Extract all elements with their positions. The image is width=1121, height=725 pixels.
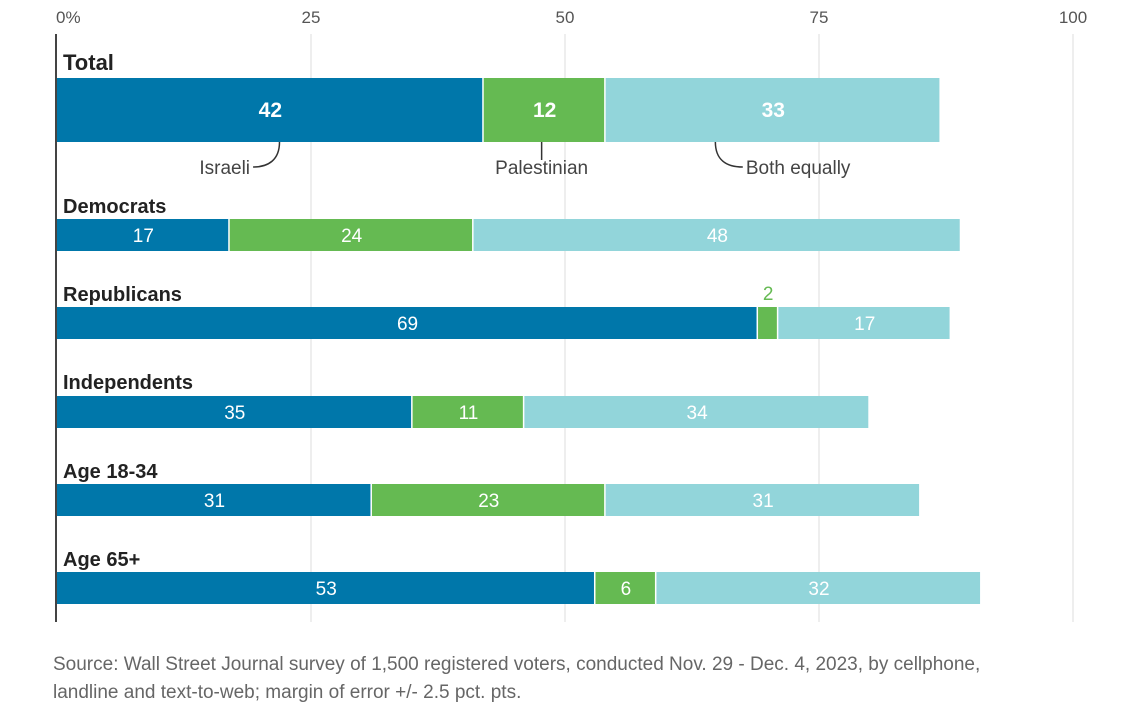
- data-label: 69: [397, 314, 418, 335]
- source-note: Source: Wall Street Journal survey of 1,…: [53, 651, 1093, 707]
- bar-segment: [57, 78, 483, 142]
- data-label: 17: [133, 226, 154, 247]
- x-tick-label: 50: [556, 8, 575, 27]
- legend-leader-line: [714, 141, 743, 168]
- data-label: 53: [316, 579, 337, 600]
- bar-segment: [524, 396, 869, 428]
- data-label: 48: [707, 226, 728, 247]
- bar-segment: [57, 219, 229, 251]
- data-label: 17: [854, 314, 875, 335]
- data-label: 11: [459, 403, 479, 424]
- source-note-line-1: Source: Wall Street Journal survey of 1,…: [53, 654, 981, 675]
- bar-segment: [778, 307, 950, 339]
- data-label: 31: [204, 491, 225, 512]
- bar-segment: [473, 219, 960, 251]
- bar-segment: [229, 219, 473, 251]
- bar-segment: [656, 572, 981, 604]
- category-label: Democrats: [63, 196, 166, 218]
- bar-segment: [758, 307, 777, 339]
- x-tick-label: 75: [810, 8, 829, 27]
- category-label: Republicans: [63, 284, 182, 306]
- bar-segment: [57, 307, 757, 339]
- bar-segment: [57, 396, 412, 428]
- bar-segment: [605, 484, 920, 516]
- data-label: 31: [753, 491, 774, 512]
- stacked-bar-chart: 0% 25 50 75 100 42 12 33 17 24 48 69 2 17 35 11 34 31 23 3…: [55, 8, 1087, 622]
- bar-segment: [57, 572, 594, 604]
- data-label: 33: [762, 99, 785, 122]
- data-label: 34: [687, 403, 709, 424]
- source-note-line-2: landline and text-to-web; margin of erro…: [53, 682, 522, 703]
- data-label: 24: [341, 226, 363, 247]
- category-labels: Total Democrats Republicans Independents Age…: [63, 50, 193, 571]
- x-tick-label: 100: [1059, 8, 1087, 27]
- bar-segment: [371, 484, 605, 516]
- data-label: 35: [224, 403, 245, 424]
- inline-legend: Israeli Palestinian Both equally: [199, 141, 851, 179]
- legend-label: Palestinian: [495, 158, 588, 179]
- category-label: Independents: [63, 372, 193, 394]
- bar-segment: [595, 572, 655, 604]
- bars: 42 12 33 17 24 48 69 2 17 35 11 34 31 23 31 53 6 32: [57, 78, 981, 604]
- category-label: Age 18-34: [63, 461, 158, 483]
- x-tick-label: 0%: [56, 8, 81, 27]
- data-label: 6: [621, 579, 632, 600]
- category-label: Age 65+: [63, 549, 140, 571]
- bar-segment: [605, 78, 940, 142]
- data-label: 32: [808, 579, 829, 600]
- data-label: 12: [533, 99, 556, 122]
- data-label: 2: [763, 284, 774, 305]
- bar-segment: [412, 396, 523, 428]
- legend-label: Israeli: [199, 158, 250, 179]
- x-axis-tick-labels: 0% 25 50 75 100: [56, 8, 1087, 27]
- category-label: Total: [63, 50, 114, 75]
- legend-leader-line: [253, 141, 281, 168]
- x-tick-label: 25: [302, 8, 321, 27]
- bar-segment: [483, 78, 605, 142]
- data-label: 23: [478, 491, 499, 512]
- bar-segment: [57, 484, 371, 516]
- legend-label: Both equally: [746, 158, 851, 179]
- data-label: 42: [259, 99, 282, 122]
